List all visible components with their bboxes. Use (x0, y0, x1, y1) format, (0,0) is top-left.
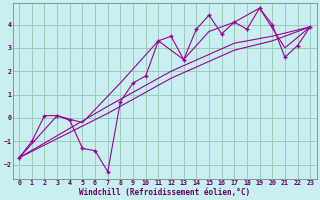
X-axis label: Windchill (Refroidissement éolien,°C): Windchill (Refroidissement éolien,°C) (79, 188, 250, 197)
